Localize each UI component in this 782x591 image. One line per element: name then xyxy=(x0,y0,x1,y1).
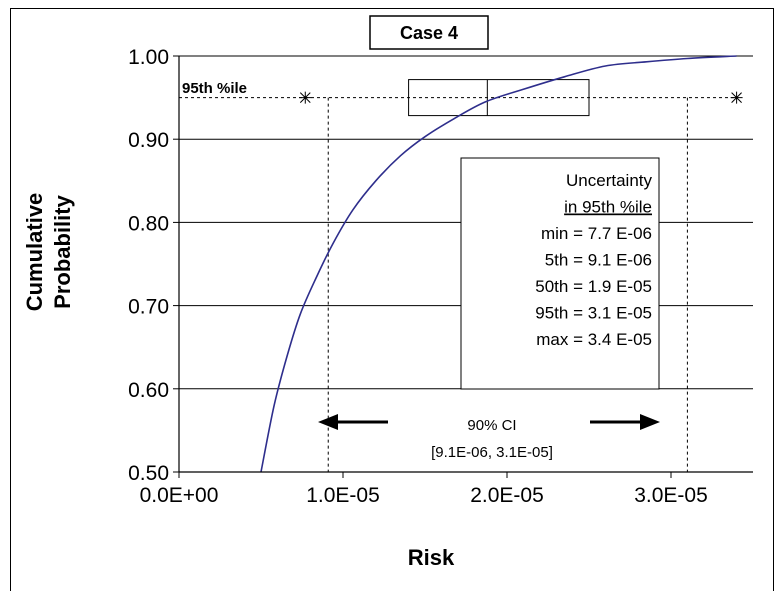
x-tick-label-0: 0.0E+00 xyxy=(140,484,219,507)
y-axis-title-line2: Probability xyxy=(50,194,75,308)
y-tick-label-1: 0.60 xyxy=(128,379,169,402)
percentile-whisker-max-marker xyxy=(730,91,743,104)
percentile-line xyxy=(179,79,743,117)
cdf-curve xyxy=(260,55,737,473)
uncertainty-box-lines: Uncertainty in 95th %ile min = 7.7 E-06 5th… xyxy=(535,171,652,349)
x-tick-label-1: 1.0E-05 xyxy=(306,484,380,507)
title-box xyxy=(369,15,489,50)
y-tick-label-5: 1.00 xyxy=(128,46,169,69)
y-tick-label-3: 0.80 xyxy=(128,212,169,235)
x-tick-label-3: 3.0E-05 xyxy=(634,484,708,507)
ci-range: [9.1E-06, 3.1E-05] xyxy=(431,444,553,461)
uncertainty-line-1: in 95th %ile xyxy=(564,198,652,217)
uncertainty-line-6: max = 3.4 E-05 xyxy=(536,330,652,349)
ci-right-arrow-head xyxy=(640,414,660,430)
uncertainty-line-3: 5th = 9.1 E-06 xyxy=(545,251,652,270)
percentile-label: 95th %ile xyxy=(182,80,247,97)
ci-label: 90% CI xyxy=(467,417,516,434)
x-axis-title: Risk xyxy=(408,545,455,570)
chart-title: Case 4 xyxy=(400,23,458,43)
percentile-whisker-min-marker xyxy=(299,91,312,104)
y-tick-labels: 0.50 0.60 0.70 0.80 0.90 1.00 xyxy=(128,46,169,485)
y-tick-label-0: 0.50 xyxy=(128,462,169,485)
uncertainty-box xyxy=(460,157,660,390)
uncertainty-line-4: 50th = 1.9 E-05 xyxy=(535,277,652,296)
y-tick-label-4: 0.90 xyxy=(128,129,169,152)
x-tick-label-2: 2.0E-05 xyxy=(470,484,544,507)
percentile-box xyxy=(408,79,590,117)
uncertainty-line-2: min = 7.7 E-06 xyxy=(541,224,652,243)
y-axis-title-line1: Cumulative xyxy=(22,193,47,312)
ci-lines xyxy=(327,97,688,472)
uncertainty-line-5: 95th = 3.1 E-05 xyxy=(535,304,652,323)
x-tick-labels: 0.0E+00 1.0E-05 2.0E-05 3.0E-05 xyxy=(140,484,708,507)
y-tick-label-2: 0.70 xyxy=(128,296,169,319)
axes xyxy=(173,55,753,478)
ci-left-arrow-head xyxy=(318,414,338,430)
uncertainty-line-0: Uncertainty xyxy=(566,171,652,190)
